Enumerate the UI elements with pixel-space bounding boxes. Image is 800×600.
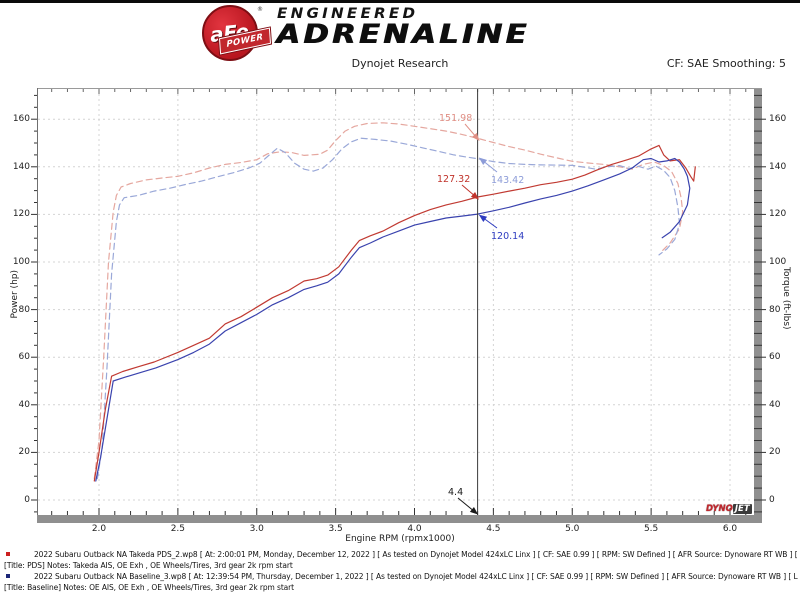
- dynojet-logo-dyno: DYNO: [706, 504, 733, 514]
- gridlines: [38, 89, 753, 514]
- y-axis-label-torque: Torque (ft-lbs): [781, 267, 791, 330]
- chart-title: Dynojet Research: [351, 57, 449, 70]
- legend-row-run1-notes: [Title: PDS] Notes: Takeda AIS, OE Exh ,…: [4, 560, 798, 571]
- curve-takeda_torque: [93, 122, 684, 480]
- top-rule: [0, 0, 800, 3]
- y-tick-right-60: 60: [769, 352, 781, 363]
- tagline-adrenaline: ADRENALINE: [276, 19, 530, 50]
- plot-frame: [37, 88, 762, 523]
- run1-bullet-icon: [6, 552, 10, 556]
- curve-takeda_power: [93, 144, 696, 482]
- curve-baseline_power: [95, 157, 691, 482]
- x-axis-label: Engine RPM (rpmx1000): [345, 534, 455, 544]
- legend-row-run2-notes: [Title: Baseline] Notes: OE AIS, OE Exh …: [4, 582, 798, 593]
- axis-ticks: [31, 89, 766, 515]
- y-tick-right-80: 80: [769, 304, 781, 315]
- tagline-engineered: ENGINEERED: [277, 6, 419, 22]
- x-tick-4.5: 4.5: [486, 524, 501, 534]
- y-tick-right-140: 140: [769, 161, 787, 172]
- y-tick-left-100: 100: [12, 257, 30, 267]
- y-tick-left-0: 0: [24, 495, 30, 505]
- y-tick-right-20: 20: [769, 447, 781, 458]
- y-tick-left-120: 120: [12, 209, 30, 220]
- dyno-curves: [93, 122, 696, 482]
- y-tick-right-160: 160: [769, 114, 787, 125]
- x-tick-2.0: 2.0: [91, 524, 107, 534]
- run1-notes-text: [Title: PDS] Notes: Takeda AIS, OE Exh ,…: [4, 561, 293, 570]
- x-tick-4.0: 4.0: [407, 524, 422, 534]
- x-tick-5.0: 5.0: [565, 524, 580, 534]
- x-tick-6.0: 6.0: [722, 524, 738, 534]
- y-tick-left-140: 140: [12, 161, 30, 172]
- value-callouts: 151.98 143.42 127.32 120.14 4.4: [437, 113, 524, 515]
- svg-text:151.98: 151.98: [439, 113, 472, 124]
- x-tick-2.5: 2.5: [170, 524, 186, 534]
- svg-text:143.42: 143.42: [491, 175, 524, 186]
- svg-text:127.32: 127.32: [437, 174, 470, 185]
- legend-row-run1: 2022 Subaru Outback NA Takeda PDS_2.wp8 …: [4, 549, 798, 560]
- registered-mark: ®: [257, 6, 263, 13]
- y-tick-left-160: 160: [12, 114, 30, 125]
- run2-notes-text: [Title: Baseline] Notes: OE AIS, OE Exh …: [4, 583, 294, 592]
- y-tick-right-100: 100: [769, 257, 787, 267]
- y-tick-left-60: 60: [18, 352, 30, 363]
- legend-row-run2: 2022 Subaru Outback NA Baseline_3.wp8 [ …: [4, 571, 798, 582]
- run1-info-text: 2022 Subaru Outback NA Takeda PDS_2.wp8 …: [34, 550, 798, 559]
- curve-baseline_torque: [96, 137, 681, 480]
- run-legend: 2022 Subaru Outback NA Takeda PDS_2.wp8 …: [4, 549, 798, 593]
- y-tick-right-120: 120: [769, 209, 787, 220]
- y-tick-right-40: 40: [769, 399, 781, 410]
- x-tick-5.5: 5.5: [643, 524, 659, 534]
- smoothing-setting: CF: SAE Smoothing: 5: [666, 57, 786, 70]
- y-tick-right-0: 0: [769, 495, 775, 505]
- y-tick-left-40: 40: [18, 399, 30, 410]
- dynojet-logo: DYNO JET: [706, 504, 752, 514]
- x-tick-3.5: 3.5: [328, 524, 343, 534]
- dynojet-logo-jet: JET: [732, 504, 752, 514]
- run2-bullet-icon: [6, 574, 10, 578]
- svg-text:120.14: 120.14: [491, 231, 524, 242]
- svg-text:4.4: 4.4: [448, 487, 463, 498]
- y-tick-left-20: 20: [18, 447, 30, 458]
- x-tick-3.0: 3.0: [249, 524, 264, 534]
- run2-info-text: 2022 Subaru Outback NA Baseline_3.wp8 [ …: [34, 572, 798, 581]
- y-tick-left-80: 80: [18, 304, 30, 315]
